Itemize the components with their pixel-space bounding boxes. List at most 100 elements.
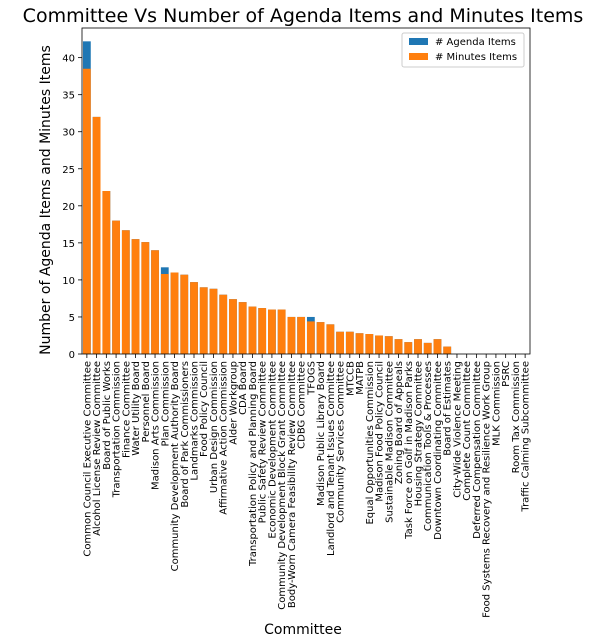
- x-tick-label: PSRC: [501, 361, 512, 387]
- x-tick-label: MTCCB: [345, 361, 356, 396]
- y-tick-label: 10: [62, 276, 75, 287]
- bar-minutes-18: [258, 308, 267, 354]
- bar-minutes-29: [365, 334, 374, 354]
- bar-minutes-4: [121, 230, 130, 354]
- y-tick-label: 15: [62, 239, 75, 250]
- x-tick-label: Madison Food Policy Council: [375, 361, 386, 502]
- x-tick-label: Landmarks Commission: [190, 361, 201, 481]
- y-tick-label: 40: [62, 54, 75, 65]
- x-tick-label: Body-Worn Camera Feasibility Review Comm…: [287, 361, 298, 608]
- bar-minutes-30: [375, 335, 383, 354]
- y-tick-label: 35: [62, 91, 75, 102]
- bar-minutes-23: [306, 321, 315, 354]
- x-tick-label: Board of Park Commissioners: [180, 361, 191, 508]
- x-tick-label: Affirmative Action Commission: [219, 361, 230, 515]
- plot-border: [81, 27, 531, 355]
- x-tick-label: Finance Committee: [121, 361, 132, 458]
- bar-minutes-22: [297, 316, 306, 354]
- y-tick-label: 25: [62, 165, 75, 176]
- y-tick-label: 5: [69, 313, 75, 324]
- x-tick-label: Task Force on Golf in Madison Parks: [404, 361, 415, 540]
- x-tick-label: MLK Commission: [491, 361, 502, 446]
- x-tick-label: Common Council Executive Committee: [82, 361, 93, 557]
- bar-minutes-5: [131, 239, 140, 354]
- x-tick-label: Board of Estimates: [443, 361, 454, 456]
- x-tick-label: CDBG Committee: [297, 361, 308, 449]
- bar-minutes-2: [102, 191, 111, 354]
- x-tick-label: Plan Commission: [160, 361, 171, 446]
- x-tick-label: Community Development Authority Board: [170, 361, 181, 571]
- x-axis: Common Council Executive CommitteeAlcoho…: [82, 354, 532, 618]
- x-tick-label: Board of Public Works: [102, 361, 113, 470]
- x-tick-label: Community Services Committee: [336, 361, 347, 523]
- x-tick-label: MATPB: [355, 361, 366, 395]
- x-axis-label: Committee: [264, 622, 342, 638]
- legend: # Agenda Items # Minutes Items: [401, 32, 525, 68]
- x-tick-label: Zoning Board of Appeals: [394, 361, 405, 484]
- bar-minutes-8: [160, 273, 169, 354]
- y-axis: 0 5 10 15 20 25 30 35 40: [62, 54, 82, 361]
- x-tick-label: Deferred Compensation Committee: [472, 361, 483, 539]
- legend-label: # Agenda Items: [435, 37, 516, 48]
- legend-swatch-minutes: [409, 53, 428, 60]
- bar-minutes-12: [199, 287, 208, 354]
- bars: [82, 41, 452, 355]
- x-tick-label: Food Policy Council: [199, 361, 210, 457]
- x-tick-label: Madison Public Library Board: [316, 361, 327, 506]
- x-tick-label: Community Development Block Grant Commit…: [277, 361, 288, 610]
- x-tick-label: Downtown Coordinating Committee: [433, 361, 444, 540]
- legend-swatch-agenda: [409, 38, 428, 45]
- x-tick-label: Communication Tools & Processes: [423, 361, 434, 531]
- x-tick-label: TFOGS: [306, 361, 317, 396]
- x-tick-label: Alcohol License Review Committee: [92, 361, 103, 536]
- x-tick-label: Traffic Calming Subcommittee: [521, 361, 532, 513]
- x-tick-label: Personnel Board: [141, 361, 152, 442]
- x-tick-label: Urban Design Commission: [209, 361, 220, 493]
- bar-minutes-37: [443, 346, 452, 354]
- x-tick-label: Room Tax Commission: [511, 361, 522, 473]
- x-tick-label: Equal Opportunities Commission: [365, 361, 376, 525]
- bar-minutes-27: [345, 331, 354, 354]
- y-tick-label: 20: [62, 202, 75, 213]
- x-tick-label: Food Systems Recovery and Resilience Wor…: [482, 361, 493, 618]
- x-tick-label: Public Safety Review Committee: [258, 361, 269, 523]
- y-tick-label: 0: [69, 350, 75, 361]
- y-axis-label: Number of Agenda Items and Minutes Items: [38, 45, 54, 355]
- bar-minutes-6: [141, 242, 150, 354]
- legend-box: [401, 32, 525, 68]
- bar-minutes-20: [277, 309, 286, 354]
- bar-minutes-16: [238, 302, 247, 354]
- x-tick-label: Landlord and Tenant Issues Committee: [326, 361, 337, 556]
- bar-minutes-35: [423, 342, 432, 354]
- bar-minutes-24: [316, 322, 325, 354]
- x-tick-label: Water Utility Board: [131, 361, 142, 456]
- y-tick-label: 30: [62, 128, 75, 139]
- bar-minutes-32: [394, 339, 403, 354]
- x-tick-label: CDA Board: [238, 361, 249, 415]
- x-tick-label: Alder Workgroup: [228, 361, 239, 445]
- bar-minutes-9: [170, 272, 179, 354]
- x-tick-label: Transportation Commission: [112, 361, 123, 498]
- x-tick-label: Complete Count Committee: [462, 361, 473, 501]
- bar-minutes-7: [151, 250, 159, 354]
- chart-title: Committee Vs Number of Agenda Items and …: [23, 5, 584, 27]
- bar-minutes-19: [268, 309, 276, 354]
- bar-minutes-13: [209, 288, 218, 354]
- bar-minutes-34: [414, 339, 422, 354]
- bar-minutes-33: [404, 342, 413, 354]
- bar-minutes-10: [180, 274, 189, 354]
- bar-minutes-26: [336, 331, 344, 354]
- bar-minutes-15: [229, 299, 237, 354]
- x-tick-label: Transportation Policy and Planning Board: [248, 361, 259, 567]
- x-tick-label: Madison Arts Commission: [151, 361, 162, 490]
- bar-minutes-28: [355, 333, 364, 354]
- bar-minutes-11: [190, 282, 198, 354]
- bar-minutes-14: [219, 294, 228, 354]
- bar-minutes-3: [112, 220, 120, 354]
- bar-minutes-1: [92, 116, 101, 354]
- bar-minutes-21: [287, 316, 296, 354]
- bar-minutes-36: [433, 339, 442, 354]
- x-tick-label: Housing Strategy Committee: [414, 361, 425, 506]
- x-tick-label: Sustainable Madison Committee: [384, 361, 395, 523]
